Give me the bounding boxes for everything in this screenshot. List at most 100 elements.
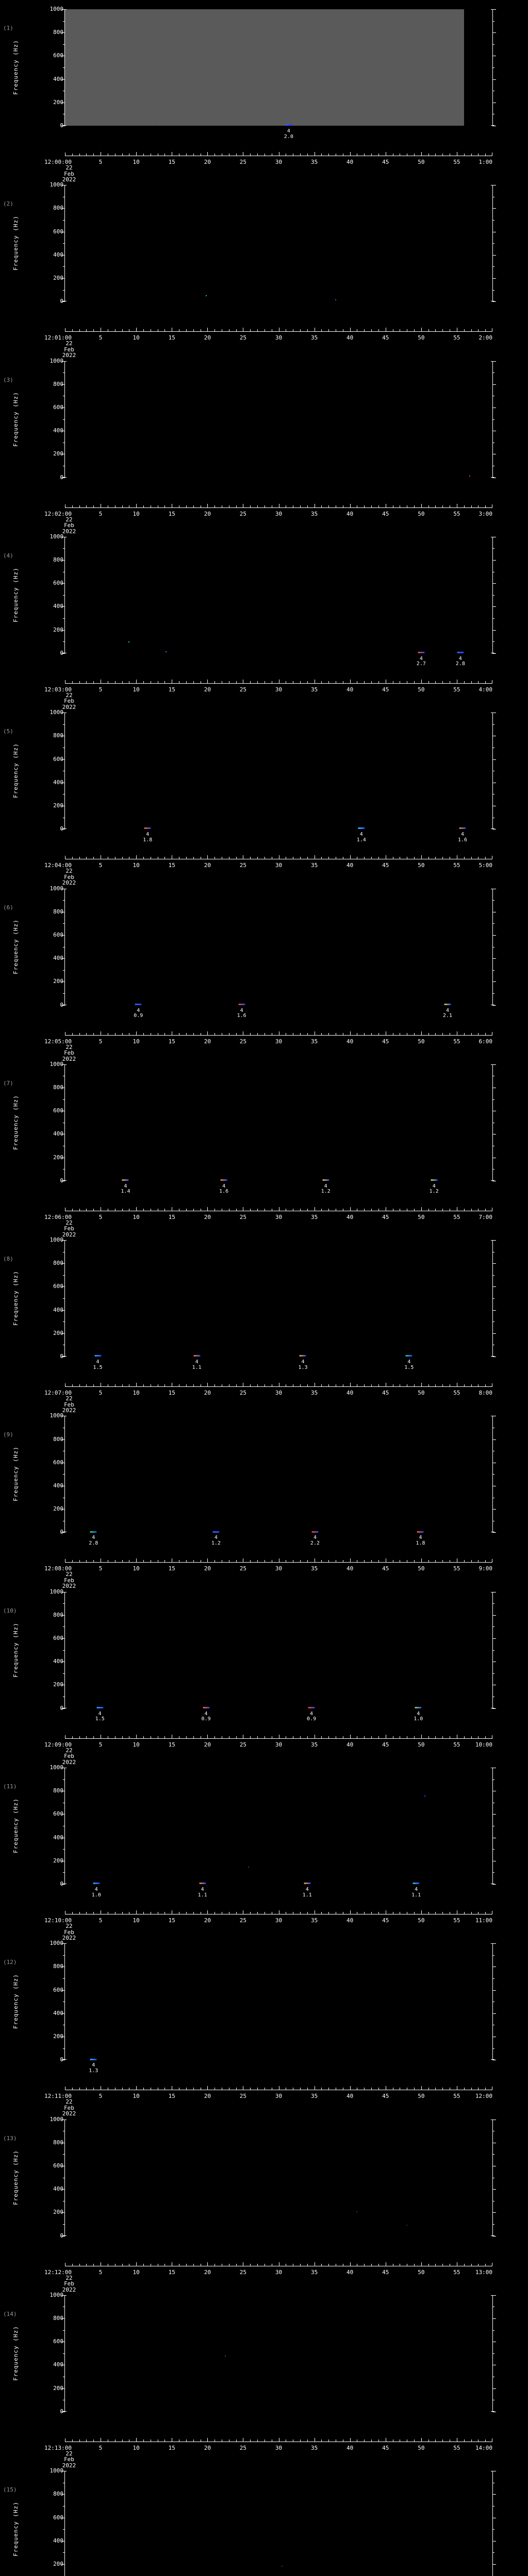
x-tick <box>72 329 73 332</box>
x-tick <box>93 1560 94 1563</box>
y-tick <box>61 981 65 982</box>
y-tick <box>63 1474 65 1475</box>
event-marker[interactable] <box>93 1883 100 1885</box>
event-marker[interactable] <box>203 1706 210 1708</box>
event-marker[interactable] <box>417 1531 424 1533</box>
x-tick <box>421 1031 422 1036</box>
axis-spine-right <box>491 2471 494 2576</box>
date-line: 2022 <box>62 2286 76 2293</box>
y-tick <box>61 1263 65 1264</box>
x-tick <box>321 505 322 508</box>
y-tick <box>63 266 65 267</box>
event-marker[interactable] <box>322 1179 329 1181</box>
y-axis-title: Frequency (Hz) <box>12 2501 19 2557</box>
x-tick-label: 40 <box>346 1038 354 1045</box>
event-marker[interactable] <box>358 827 365 829</box>
x-tick <box>328 1560 329 1563</box>
event-magnitude: 4 <box>240 1007 243 1013</box>
x-tick-label: 55 <box>453 686 460 693</box>
x-tick-label: 5 <box>98 1741 103 1748</box>
x-axis-end-label: 7:00 <box>478 1213 493 1221</box>
spectrogram-image <box>65 361 492 478</box>
event-marker[interactable] <box>144 827 151 829</box>
x-tick <box>143 505 144 508</box>
x-tick <box>236 1736 237 1739</box>
y-tick <box>61 1615 65 1616</box>
y-tick <box>63 1978 65 1979</box>
x-tick <box>79 2439 80 2442</box>
y-tick <box>63 1275 65 1276</box>
event-marker[interactable] <box>431 1179 438 1181</box>
event-marker[interactable] <box>220 1179 227 1181</box>
event-marker[interactable] <box>459 827 466 829</box>
x-tick <box>328 1736 329 1739</box>
event-value: 2.8 <box>89 1540 98 1546</box>
x-tick <box>300 1912 301 1914</box>
event-marker[interactable] <box>405 1355 412 1357</box>
event-marker[interactable] <box>212 1531 220 1533</box>
event-marker-label: 4 0.9 <box>134 1008 143 1019</box>
y-tick-right <box>492 1978 494 1979</box>
event-marker[interactable] <box>304 1883 311 1885</box>
x-tick <box>193 681 194 684</box>
date-line: 22 <box>65 1043 73 1050</box>
date-line: 2022 <box>62 1055 76 1062</box>
y-tick-right <box>492 560 496 561</box>
x-tick <box>321 2088 322 2091</box>
x-axis-start-label: 12:07:00 <box>44 1389 72 1397</box>
x-tick <box>122 1560 123 1563</box>
x-tick-label: 40 <box>346 686 354 693</box>
event-magnitude: 4 <box>214 1535 218 1541</box>
x-tick <box>464 681 465 684</box>
event-marker[interactable] <box>308 1706 315 1708</box>
event-marker[interactable] <box>122 1179 129 1181</box>
date-stamp: 22 Feb 2022 <box>54 1571 85 1589</box>
event-marker[interactable] <box>444 1003 451 1005</box>
x-tick <box>485 1736 486 1739</box>
y-tick <box>61 759 65 760</box>
panel-number: (8) <box>3 1256 13 1263</box>
event-marker[interactable] <box>415 1706 422 1708</box>
event-marker[interactable] <box>94 1355 102 1357</box>
event-marker[interactable] <box>285 124 292 126</box>
event-marker[interactable] <box>135 1003 142 1005</box>
event-marker[interactable] <box>193 1355 201 1357</box>
event-marker[interactable] <box>311 1531 319 1533</box>
panel-number: (1) <box>3 25 13 31</box>
event-marker-label: 4 1.6 <box>237 1008 246 1019</box>
x-tick-label: 55 <box>453 1038 460 1045</box>
x-tick <box>350 855 351 860</box>
event-marker[interactable] <box>418 652 425 654</box>
x-tick <box>364 2439 365 2442</box>
x-tick-label: 50 <box>418 686 425 693</box>
x-tick <box>207 2437 208 2442</box>
x-tick-label: 40 <box>346 2268 354 2276</box>
x-tick <box>72 2263 73 2266</box>
y-tick-label: 200 <box>53 2209 63 2216</box>
x-tick <box>164 2263 166 2266</box>
y-tick <box>63 243 65 244</box>
x-tick-label: 55 <box>453 2268 460 2276</box>
event-marker[interactable] <box>96 1706 104 1708</box>
x-tick-label: 20 <box>204 510 211 517</box>
event-marker[interactable] <box>199 1883 206 1885</box>
x-tick <box>464 857 465 860</box>
event-marker[interactable] <box>238 1003 245 1005</box>
event-marker[interactable] <box>299 1355 306 1357</box>
x-tick <box>114 1736 116 1739</box>
x-tick <box>371 1736 372 1739</box>
y-tick-label: 1000 <box>50 1940 64 1947</box>
y-tick-right <box>492 290 494 291</box>
y-tick-right <box>492 2494 496 2495</box>
x-tick <box>214 2263 216 2266</box>
event-marker[interactable] <box>457 652 464 654</box>
x-tick-label: 50 <box>418 159 425 165</box>
event-marker[interactable] <box>90 2058 97 2060</box>
x-tick <box>193 329 194 332</box>
x-tick <box>414 1384 415 1387</box>
x-tick <box>428 505 429 508</box>
x-tick <box>471 681 472 684</box>
y-axis-title: Frequency (Hz) <box>12 1447 19 1502</box>
event-marker[interactable] <box>90 1531 97 1533</box>
event-marker[interactable] <box>412 1883 420 1885</box>
